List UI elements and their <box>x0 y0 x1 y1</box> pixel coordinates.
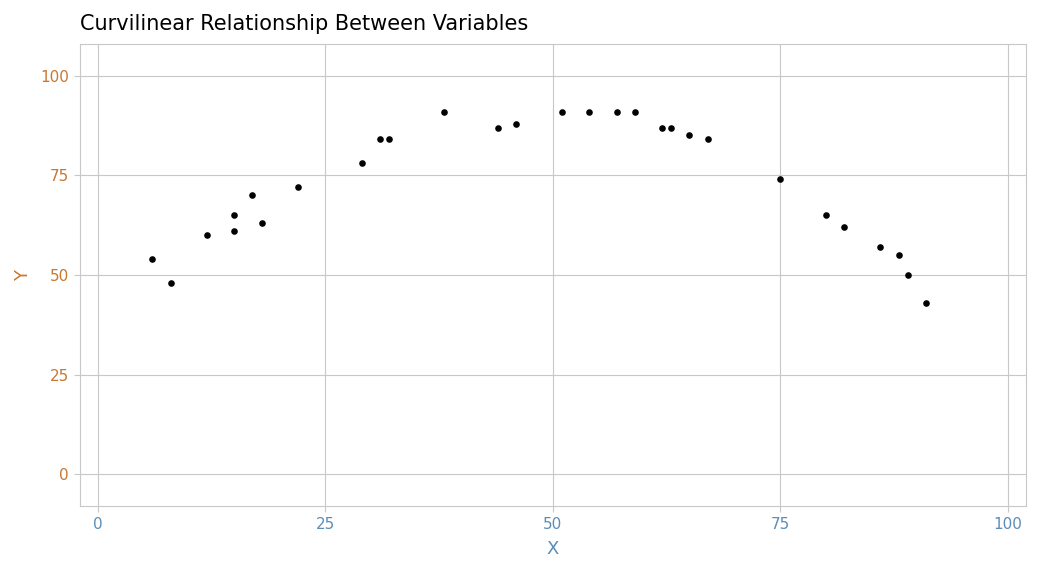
Point <box>162 279 179 288</box>
Point <box>662 123 679 132</box>
Point <box>244 190 261 200</box>
Point <box>873 243 889 252</box>
Point <box>371 135 388 144</box>
Y-axis label: Y: Y <box>14 269 32 281</box>
Text: Curvilinear Relationship Between Variables: Curvilinear Relationship Between Variabl… <box>79 14 527 34</box>
Point <box>817 210 834 220</box>
Point <box>226 227 242 236</box>
Point <box>253 219 269 228</box>
Point <box>608 107 625 116</box>
Point <box>890 251 907 260</box>
Point <box>226 210 242 220</box>
Point <box>654 123 671 132</box>
Point <box>490 123 506 132</box>
Point <box>626 107 643 116</box>
Point <box>436 107 452 116</box>
Point <box>144 255 160 264</box>
Point <box>699 135 716 144</box>
Point <box>681 131 698 140</box>
Point <box>199 231 215 240</box>
Point <box>917 299 934 308</box>
Point <box>553 107 570 116</box>
Point <box>381 135 397 144</box>
Point <box>836 223 853 232</box>
Point <box>354 159 370 168</box>
Point <box>581 107 598 116</box>
Point <box>509 119 525 128</box>
Point <box>289 183 306 192</box>
Point <box>900 271 916 280</box>
X-axis label: X: X <box>547 540 560 558</box>
Point <box>772 175 788 184</box>
